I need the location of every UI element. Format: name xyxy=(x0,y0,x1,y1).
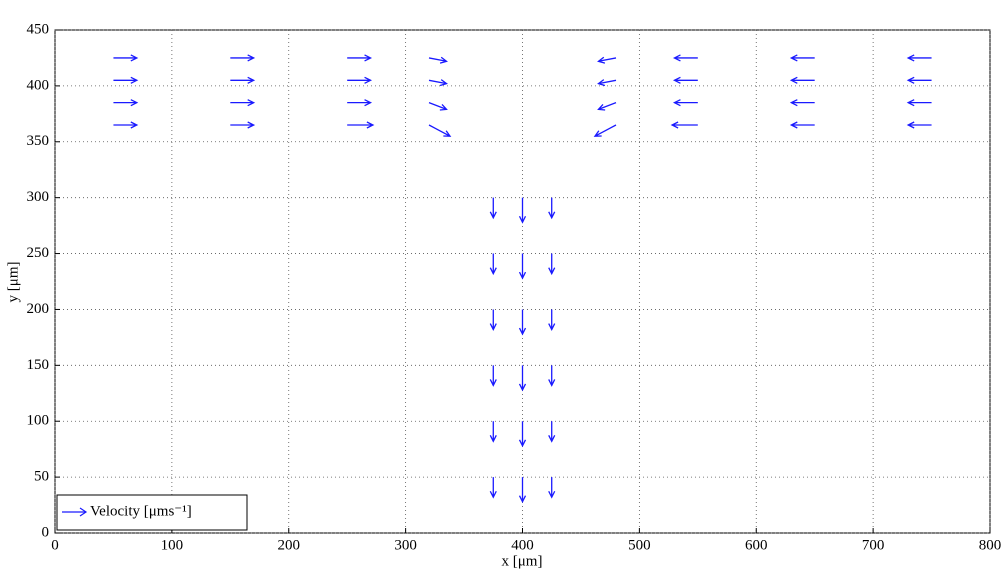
velocity-arrow xyxy=(518,197,527,224)
y-tick-label: 100 xyxy=(27,413,50,429)
velocity-arrow xyxy=(489,309,497,332)
velocity-arrow xyxy=(347,76,373,84)
y-tick-label: 300 xyxy=(27,189,50,205)
velocity-arrow xyxy=(113,54,139,62)
velocity-arrow xyxy=(518,421,527,448)
velocity-arrow xyxy=(230,121,256,129)
velocity-arrow xyxy=(230,76,256,84)
velocity-arrow xyxy=(548,365,556,387)
velocity-arrow xyxy=(597,56,617,64)
velocity-arrow xyxy=(113,121,139,129)
velocity-arrow xyxy=(548,477,556,499)
velocity-arrow xyxy=(670,121,698,129)
velocity-arrow xyxy=(518,309,527,336)
velocity-arrow xyxy=(428,102,448,111)
velocity-arrow xyxy=(906,76,932,84)
legend: Velocity [μms⁻¹] xyxy=(56,494,248,531)
velocity-arrow xyxy=(672,76,698,84)
x-tick-label: 100 xyxy=(161,537,184,553)
velocity-arrow xyxy=(489,477,497,499)
velocity-arrow xyxy=(789,121,815,129)
x-tick-label: 400 xyxy=(511,537,534,553)
velocity-arrow xyxy=(548,309,556,332)
velocity-arrow xyxy=(113,99,139,107)
y-axis-label: y [μm] xyxy=(5,262,21,303)
velocity-arrow xyxy=(672,54,698,62)
velocity-arrow xyxy=(518,477,527,504)
y-tick-label: 350 xyxy=(27,133,50,149)
velocity-arrow xyxy=(672,99,698,107)
velocity-arrow xyxy=(518,365,527,392)
velocity-arrow xyxy=(347,54,373,62)
velocity-arrow xyxy=(548,197,556,220)
plot-area xyxy=(54,29,991,534)
velocity-arrow xyxy=(489,421,497,443)
x-tick-label: 0 xyxy=(51,537,59,553)
velocity-arrow xyxy=(518,253,527,280)
velocity-arrow xyxy=(597,79,617,87)
x-tick-label: 600 xyxy=(745,537,768,553)
velocity-arrow xyxy=(428,124,452,137)
x-tick-label: 200 xyxy=(278,537,301,553)
x-tick-label: 800 xyxy=(979,537,1002,553)
x-tick-label: 500 xyxy=(628,537,651,553)
velocity-arrow xyxy=(230,54,256,62)
y-tick-label: 0 xyxy=(42,524,50,540)
velocity-arrow xyxy=(428,79,448,87)
velocity-arrow xyxy=(347,121,375,129)
velocity-arrow xyxy=(489,253,497,276)
velocity-arrow xyxy=(597,102,617,111)
y-tick-label: 50 xyxy=(34,469,49,485)
legend-label: Velocity [μms⁻¹] xyxy=(90,503,192,519)
velocity-arrow xyxy=(789,76,815,84)
velocity-arrow xyxy=(906,121,932,129)
velocity-arrow xyxy=(113,76,139,84)
velocity-arrow xyxy=(548,421,556,443)
velocity-arrow xyxy=(789,54,815,62)
y-tick-label: 150 xyxy=(27,357,50,373)
velocity-arrow xyxy=(489,365,497,387)
velocity-arrow xyxy=(347,99,373,107)
velocity-arrow xyxy=(906,99,932,107)
velocity-arrow xyxy=(428,56,448,64)
x-tick-label: 300 xyxy=(394,537,417,553)
velocity-arrow xyxy=(489,197,497,220)
velocity-arrow xyxy=(593,124,617,137)
y-tick-label: 400 xyxy=(27,77,50,93)
y-tick-label: 200 xyxy=(27,301,50,317)
x-axis-label: x [μm] xyxy=(502,553,543,569)
velocity-arrow xyxy=(548,253,556,276)
y-tick-label: 250 xyxy=(27,245,50,261)
velocity-arrow xyxy=(230,99,256,107)
legend-arrowhead xyxy=(79,507,88,517)
velocity-arrow xyxy=(906,54,932,62)
velocity-arrow xyxy=(789,99,815,107)
legend-box xyxy=(56,494,248,531)
y-tick-label: 450 xyxy=(27,21,50,37)
x-tick-label: 700 xyxy=(862,537,885,553)
